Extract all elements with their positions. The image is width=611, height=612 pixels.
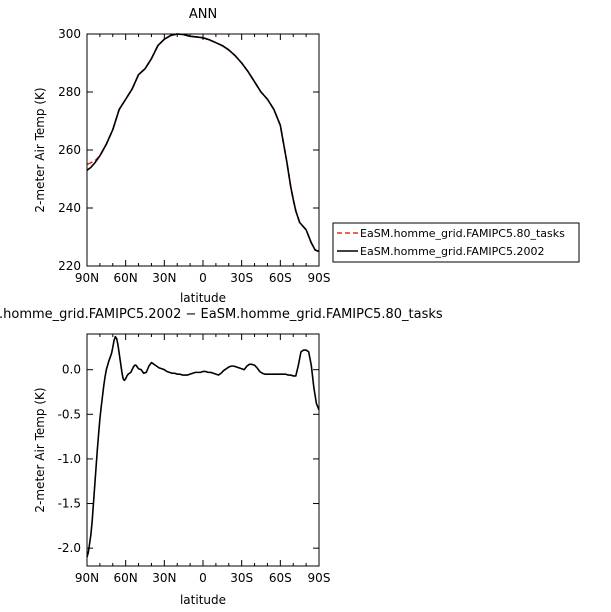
bottom-chart-title: EaSM.homme_grid.FAMIPC5.2002 − EaSM.homm… bbox=[0, 307, 443, 322]
top-plot-lines bbox=[86, 33, 320, 253]
top-x-tick-label: 60S bbox=[269, 271, 292, 285]
bottom-y-axis: 0.0 -0.5 -1.0 -1.5 -2.0 bbox=[58, 363, 319, 555]
legend-box bbox=[332, 222, 580, 263]
top-x-axis-label: latitude bbox=[180, 291, 226, 305]
bottom-x-tick-label: 90S bbox=[308, 571, 331, 585]
bottom-x-tick-label: 60N bbox=[114, 571, 138, 585]
bottom-y-tick-label: -0.5 bbox=[58, 407, 81, 421]
top-x-tick-label: 90N bbox=[75, 271, 99, 285]
bottom-x-axis: 90N 60N 30N 0 30S 60S 90S bbox=[75, 334, 331, 585]
bottom-y-axis-label: 2-meter Air Temp (K) bbox=[33, 387, 47, 512]
top-y-tick-label: 300 bbox=[58, 27, 81, 41]
top-x-tick-label: 30S bbox=[230, 271, 253, 285]
top-y-tick-label: 220 bbox=[58, 259, 81, 273]
top-y-axis: 220 240 260 280 300 bbox=[58, 27, 319, 273]
top-y-tick-label: 280 bbox=[58, 85, 81, 99]
bottom-series-line-0 bbox=[86, 335, 320, 558]
top-y-axis-label: 2-meter Air Temp (K) bbox=[33, 87, 47, 212]
legend: EaSM.homme_grid.FAMIPC5.80_tasks EaSM.ho… bbox=[332, 222, 580, 263]
legend-label-2002: EaSM.homme_grid.FAMIPC5.2002 bbox=[360, 245, 544, 258]
legend-label-80-tasks: EaSM.homme_grid.FAMIPC5.80_tasks bbox=[360, 227, 565, 240]
bottom-plot-lines bbox=[86, 335, 320, 558]
top-y-tick-label: 240 bbox=[58, 201, 81, 215]
bottom-x-tick-label: 30S bbox=[230, 571, 253, 585]
bottom-y-tick-label: -1.5 bbox=[58, 497, 81, 511]
top-chart-title: ANN bbox=[189, 7, 217, 22]
top-x-tick-label: 90S bbox=[308, 271, 331, 285]
top-x-axis: 90N 60N 30N 0 30S 60S 90S bbox=[75, 34, 331, 285]
top-x-tick-label: 0 bbox=[199, 271, 207, 285]
top-x-tick-label: 60N bbox=[114, 271, 138, 285]
top-series-line-1 bbox=[86, 33, 320, 253]
bottom-y-tick-label: -1.0 bbox=[58, 452, 81, 466]
bottom-y-tick-label: 0.0 bbox=[62, 363, 81, 377]
top-x-tick-label: 30N bbox=[152, 271, 176, 285]
bottom-x-tick-label: 90N bbox=[75, 571, 99, 585]
top-panel: ANN 90N 60N 30N 0 30S 60S 90S 220240260280300 … bbox=[33, 7, 330, 305]
bottom-x-axis-label: latitude bbox=[180, 593, 226, 607]
top-y-tick-label: 260 bbox=[58, 143, 81, 157]
bottom-x-tick-label: 60S bbox=[269, 571, 292, 585]
bottom-y-tick-label: -2.0 bbox=[58, 541, 81, 555]
bottom-panel: EaSM.homme_grid.FAMIPC5.2002 − EaSM.homm… bbox=[0, 307, 443, 607]
bottom-x-tick-label: 0 bbox=[199, 571, 207, 585]
bottom-x-tick-label: 30N bbox=[152, 571, 176, 585]
